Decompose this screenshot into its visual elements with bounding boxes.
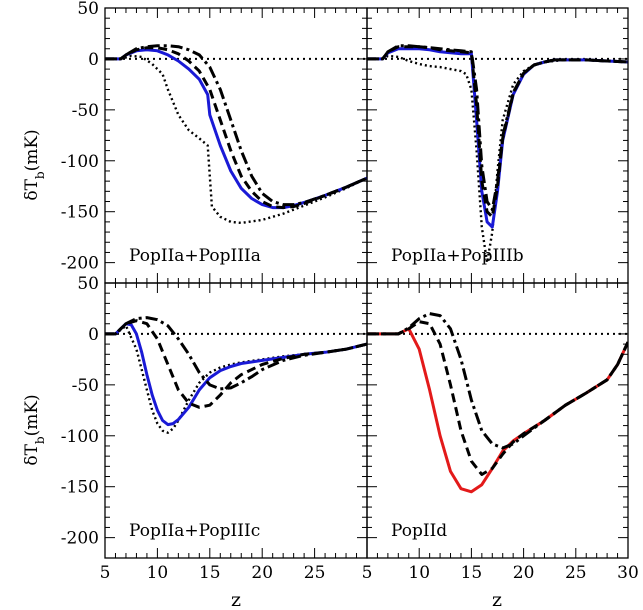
x-axis-label-left: z bbox=[231, 589, 241, 610]
y-tick-label: -200 bbox=[61, 529, 99, 549]
series-dotted-line bbox=[105, 324, 367, 434]
y-tick-label: -150 bbox=[61, 203, 99, 223]
y-tick-label: 0 bbox=[88, 325, 99, 345]
x-tick-label: 10 bbox=[147, 563, 169, 583]
panel-top-left: -200 -150 -100 -50 0 50 PopIIa+PopIIIa bbox=[61, 0, 368, 284]
panel-frame bbox=[366, 282, 629, 559]
panel-top-right: PopIIa+PopIIIb bbox=[366, 7, 629, 284]
series-dashed-line bbox=[105, 46, 367, 210]
x-tick-label: 20 bbox=[251, 563, 273, 583]
x-tick-label: 15 bbox=[199, 563, 221, 583]
panel-annotation: PopIIa+PopIIIb bbox=[391, 246, 524, 266]
y-tick-label: -200 bbox=[61, 254, 99, 274]
y-tick-label: -100 bbox=[61, 427, 99, 447]
series-dotted-line bbox=[367, 54, 628, 264]
panel-bottom-left: -200 -150 -100 -50 0 50 5 10 15 20 25 PopIIa+PopIII… bbox=[61, 274, 368, 583]
y-tick-label: -100 bbox=[61, 152, 99, 172]
panel-annotation: PopIIa+PopIIIc bbox=[129, 521, 260, 541]
series-dashed-line bbox=[105, 319, 367, 409]
x-tick-label: 10 bbox=[408, 563, 430, 583]
x-tick-label: 15 bbox=[461, 563, 483, 583]
y-tick-label: 50 bbox=[77, 274, 99, 294]
series-dashed-line bbox=[367, 320, 628, 476]
y-tick-label: 50 bbox=[77, 0, 99, 19]
series-dashdot-line bbox=[367, 44, 628, 212]
series-solid-line bbox=[105, 322, 367, 427]
panel-bottom-right: 5 10 15 20 25 30 PopIId bbox=[362, 282, 639, 583]
series-solid-line bbox=[105, 48, 367, 210]
panel-annotation: PopIIa+PopIIIa bbox=[129, 246, 261, 266]
series-dashdot-line bbox=[105, 316, 367, 391]
x-axis-label-right: z bbox=[492, 589, 502, 610]
x-tick-label: 25 bbox=[304, 563, 326, 583]
y-tick-label: -50 bbox=[72, 101, 99, 121]
series-solid-line bbox=[367, 47, 628, 229]
series-dashdot-line bbox=[105, 44, 367, 207]
y-tick-label: -50 bbox=[72, 376, 99, 396]
y-tick-label: 0 bbox=[88, 50, 99, 70]
y-axis-label-top: δTb(mK) bbox=[22, 129, 47, 200]
series-dashdot-line bbox=[367, 312, 628, 450]
x-tick-label: 25 bbox=[565, 563, 587, 583]
y-tick-label: -150 bbox=[61, 478, 99, 498]
series-dotted-line bbox=[105, 54, 367, 225]
series-solid-line bbox=[367, 327, 628, 494]
x-tick-label: 20 bbox=[513, 563, 535, 583]
x-tick-label: 30 bbox=[617, 563, 639, 583]
series-dashed-line bbox=[367, 45, 628, 219]
x-tick-label: 5 bbox=[362, 563, 373, 583]
y-axis-label-bottom: δTb(mK) bbox=[22, 394, 47, 465]
x-tick-label: 5 bbox=[100, 563, 111, 583]
panel-annotation: PopIId bbox=[391, 521, 447, 541]
